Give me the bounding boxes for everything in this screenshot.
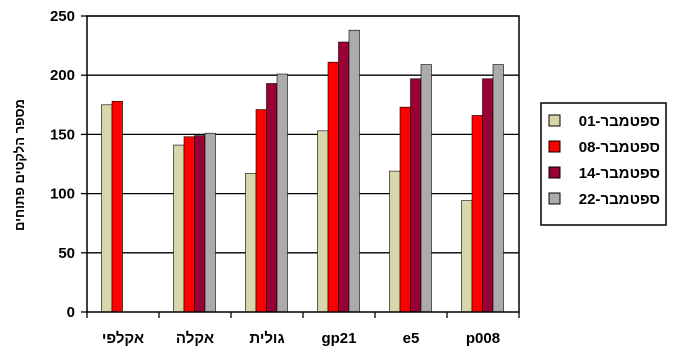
bar [204, 132, 216, 313]
bar [410, 78, 422, 313]
x-category-label: אקלה [176, 330, 214, 347]
legend-label: 08-ספטמבר [579, 139, 660, 156]
y-tick-label: 100 [50, 186, 75, 203]
bar [111, 100, 123, 313]
legend-items: 01-ספטמבר 08-ספטמבר 14-ספטמבר 22-ספטמבר [548, 113, 660, 208]
bar [276, 73, 288, 313]
legend-swatch [548, 192, 561, 205]
y-tick-labels: 0 50 100 150 200 250 [50, 8, 75, 321]
legend-swatch [548, 114, 561, 127]
bars [101, 29, 504, 313]
bar [245, 173, 257, 313]
category-labels: אקלפי אקלה גולית gp21 e5 p008 [102, 330, 500, 347]
x-category-label: p008 [466, 330, 500, 347]
x-category-label: גולית [249, 330, 284, 347]
plot-area-border [86, 15, 520, 313]
bar [348, 29, 360, 313]
bar [317, 130, 329, 313]
legend-swatch [548, 166, 561, 179]
bar [482, 78, 494, 313]
x-category-label: e5 [403, 330, 420, 347]
bar [266, 83, 278, 313]
y-tick-label: 50 [58, 245, 75, 262]
axes [81, 15, 520, 318]
bar [183, 136, 195, 313]
bar [399, 106, 411, 313]
x-category-label: gp21 [321, 330, 356, 347]
bar [461, 200, 473, 313]
bar [471, 115, 483, 313]
bar [389, 170, 401, 313]
bar [338, 41, 350, 313]
x-category-label: אקלפי [102, 330, 144, 347]
legend: 01-ספטמבר 08-ספטמבר 14-ספטמבר 22-ספטמבר [540, 102, 667, 226]
y-tick-label: 0 [67, 304, 75, 321]
y-tick-label: 150 [50, 126, 75, 143]
bar [327, 61, 339, 313]
legend-swatch [548, 140, 561, 153]
legend-label: 14-ספטמבר [579, 165, 660, 182]
y-tick-label: 200 [50, 67, 75, 84]
bar [492, 64, 504, 313]
y-tick-label: 250 [50, 8, 75, 25]
bar [194, 135, 206, 313]
y-axis-title: מספר הלקטים פתוחים [12, 99, 27, 231]
bar [173, 144, 185, 313]
gridlines [87, 15, 519, 254]
bar [255, 109, 267, 313]
bar [101, 104, 113, 313]
bar [420, 64, 432, 313]
legend-label: 01-ספטמבר [579, 113, 660, 130]
legend-label: 22-ספטמבר [579, 191, 660, 208]
legend-box [540, 102, 667, 226]
